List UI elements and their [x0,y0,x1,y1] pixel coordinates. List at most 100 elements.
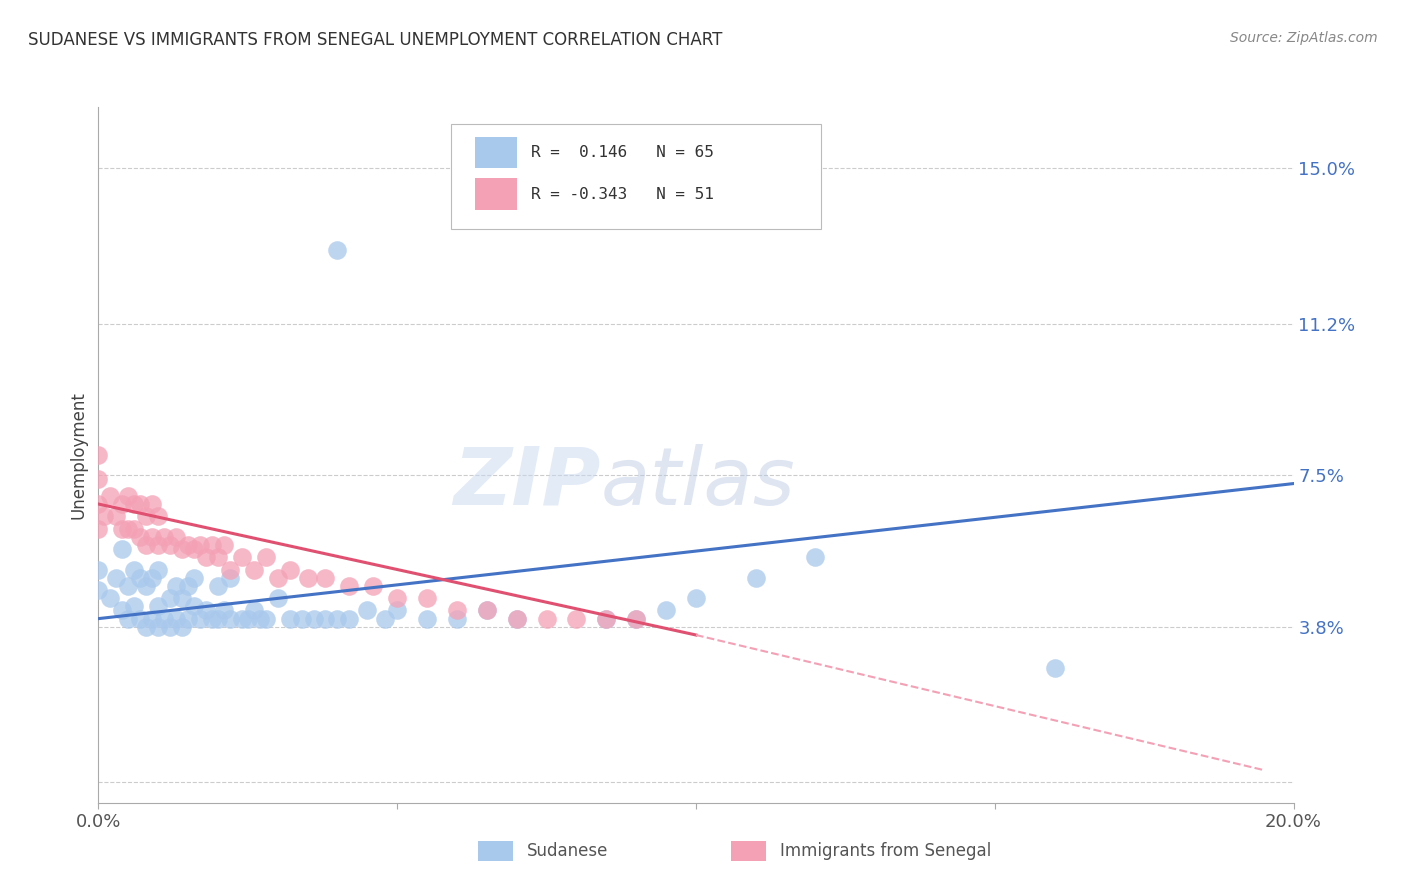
Point [339,612,360,626]
Point [177,612,200,626]
Point [201,538,224,552]
Point [624,612,647,626]
Point [1043,661,1066,675]
Text: SUDANESE VS IMMIGRANTS FROM SENEGAL UNEMPLOYMENT CORRELATION CHART: SUDANESE VS IMMIGRANTS FROM SENEGAL UNEM… [28,31,723,49]
Point [374,612,396,626]
Point [236,612,259,626]
Point [183,599,205,614]
Point [315,571,337,585]
Point [117,579,139,593]
Point [536,612,558,626]
Point [117,522,139,536]
Y-axis label: Unemployment: Unemployment [69,391,87,519]
Point [506,612,529,626]
Point [111,522,134,536]
Point [129,530,152,544]
Point [297,571,319,585]
Point [219,612,242,626]
Point [141,571,163,585]
Point [105,571,128,585]
Point [207,612,229,626]
Point [194,550,218,565]
Point [302,612,325,626]
Point [446,612,468,626]
Text: Sudanese: Sudanese [527,842,609,860]
Point [153,612,176,626]
Point [124,522,146,536]
Point [165,579,187,593]
Point [111,497,134,511]
Point [165,612,187,626]
Point [98,591,122,606]
Point [141,497,163,511]
Point [87,448,110,462]
Point [172,591,194,606]
Point [231,550,253,565]
Text: R =  0.146   N = 65: R = 0.146 N = 65 [531,145,714,160]
Point [111,603,134,617]
Point [339,579,360,593]
Point [363,579,385,593]
Point [159,591,181,606]
Point [326,244,349,258]
Point [141,612,163,626]
Point [595,612,617,626]
Point [201,612,224,626]
Point [183,542,205,557]
Point [177,579,200,593]
Point [117,612,139,626]
Point [219,571,242,585]
Point [93,509,115,524]
Point [87,497,110,511]
Point [87,522,110,536]
Text: R = -0.343   N = 51: R = -0.343 N = 51 [531,186,714,202]
Point [475,603,498,617]
Point [254,612,277,626]
Point [194,603,218,617]
Point [172,542,194,557]
Point [159,620,181,634]
Point [243,562,266,576]
Point [111,542,134,557]
Point [385,603,409,617]
Point [148,538,170,552]
Point [148,620,170,634]
Point [624,612,647,626]
Point [267,571,290,585]
Point [290,612,312,626]
Text: ZIP: ZIP [453,443,600,522]
Point [188,538,211,552]
Text: Immigrants from Senegal: Immigrants from Senegal [780,842,991,860]
Point [219,562,242,576]
Point [207,550,229,565]
Point [685,591,707,606]
Point [87,473,110,487]
Point [416,591,439,606]
Point [207,579,229,593]
Point [124,562,146,576]
Point [148,509,170,524]
Point [148,562,170,576]
Point [212,538,235,552]
Point [87,582,110,597]
Point [98,489,122,503]
Point [595,612,617,626]
Point [159,538,181,552]
Text: atlas: atlas [600,443,796,522]
Point [105,509,128,524]
Point [278,562,301,576]
Point [124,497,146,511]
Bar [475,178,517,210]
FancyBboxPatch shape [451,124,821,229]
Point [165,530,187,544]
Point [135,509,157,524]
Point [135,579,157,593]
Point [385,591,409,606]
Point [153,530,176,544]
Point [148,599,170,614]
Text: Source: ZipAtlas.com: Source: ZipAtlas.com [1230,31,1378,45]
Point [416,612,439,626]
Point [356,603,378,617]
Point [135,538,157,552]
Point [804,550,827,565]
